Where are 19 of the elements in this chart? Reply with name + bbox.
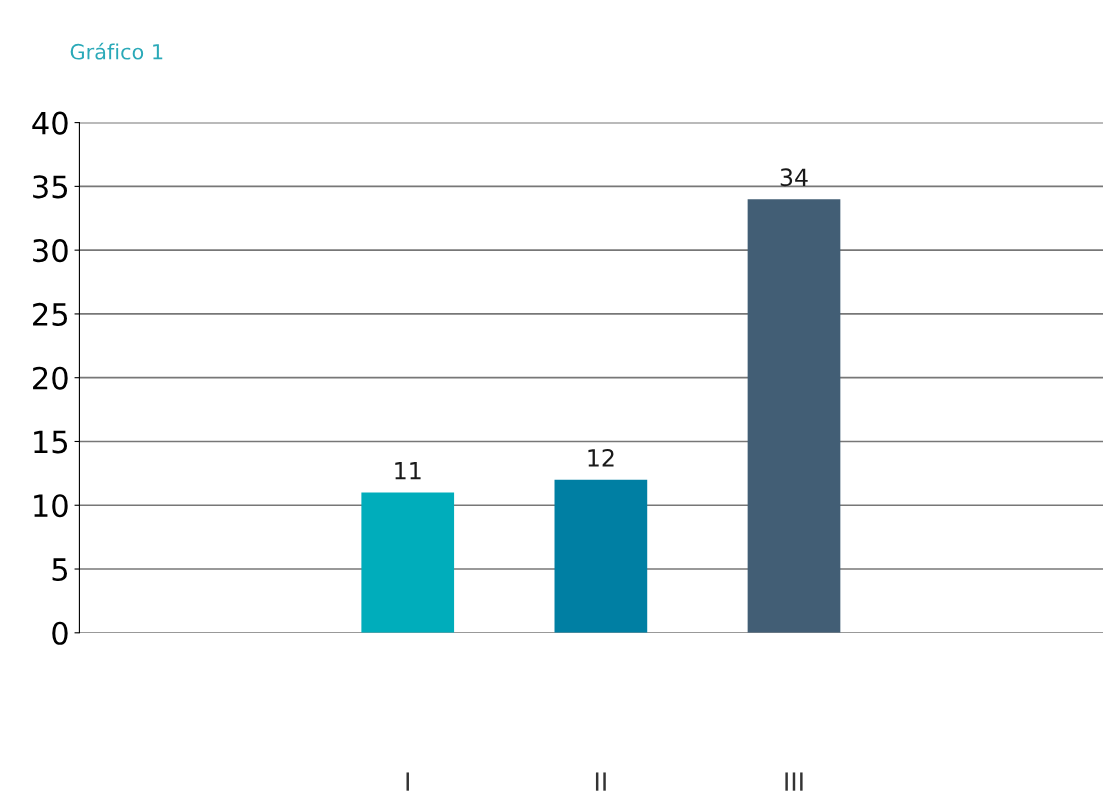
y-tick-label: 30: [33, 239, 68, 263]
y-tick-label: 35: [33, 175, 68, 199]
x-tick-label: II: [595, 772, 606, 791]
y-tick-label: 15: [34, 430, 68, 454]
bar: [747, 199, 841, 633]
data-label: 11: [395, 462, 421, 480]
bar: [554, 479, 648, 633]
y-tick-label: 20: [33, 366, 68, 390]
y-tick-label: 0: [52, 621, 68, 645]
bar: [361, 492, 455, 633]
y-tick-label: 5: [52, 558, 68, 582]
y-tick-label: 25: [33, 302, 68, 326]
y-tick-label: 40: [32, 111, 68, 135]
x-tick-label: I: [406, 772, 409, 791]
data-label: 12: [588, 448, 614, 467]
y-tick-label: 10: [34, 494, 68, 518]
text: Gráfico 1: [70, 42, 163, 60]
data-label: 34: [780, 168, 808, 187]
x-tick-label: III: [785, 772, 803, 791]
